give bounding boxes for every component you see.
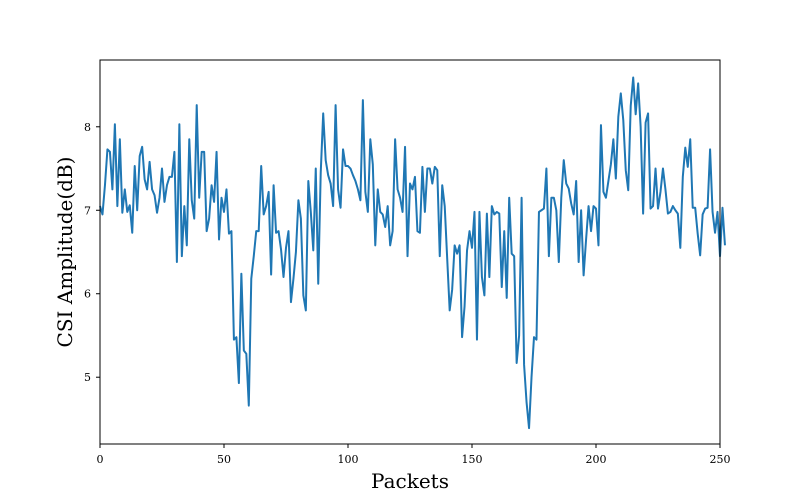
axes-frame — [99, 59, 721, 445]
y-tick-label: 8 — [84, 121, 91, 134]
y-tick-label: 5 — [84, 371, 91, 384]
x-tick-label: 100 — [338, 453, 359, 466]
x-tick-label: 250 — [710, 453, 731, 466]
x-tick-label: 0 — [97, 453, 104, 466]
y-axis-ticks: 5 6 7 8 — [84, 121, 100, 384]
series-line — [99, 76, 726, 430]
plot-area — [99, 76, 726, 430]
y-tick-label: 7 — [84, 204, 91, 217]
x-tick-label: 50 — [217, 453, 231, 466]
x-axis-ticks: 0 50 100 150 200 250 — [97, 444, 731, 466]
x-axis-label: Packets — [371, 469, 449, 493]
y-tick-label: 6 — [84, 288, 91, 301]
x-tick-label: 200 — [586, 453, 607, 466]
x-tick-label: 150 — [462, 453, 483, 466]
y-axis-label: CSI Amplitude(dB) — [53, 157, 77, 348]
